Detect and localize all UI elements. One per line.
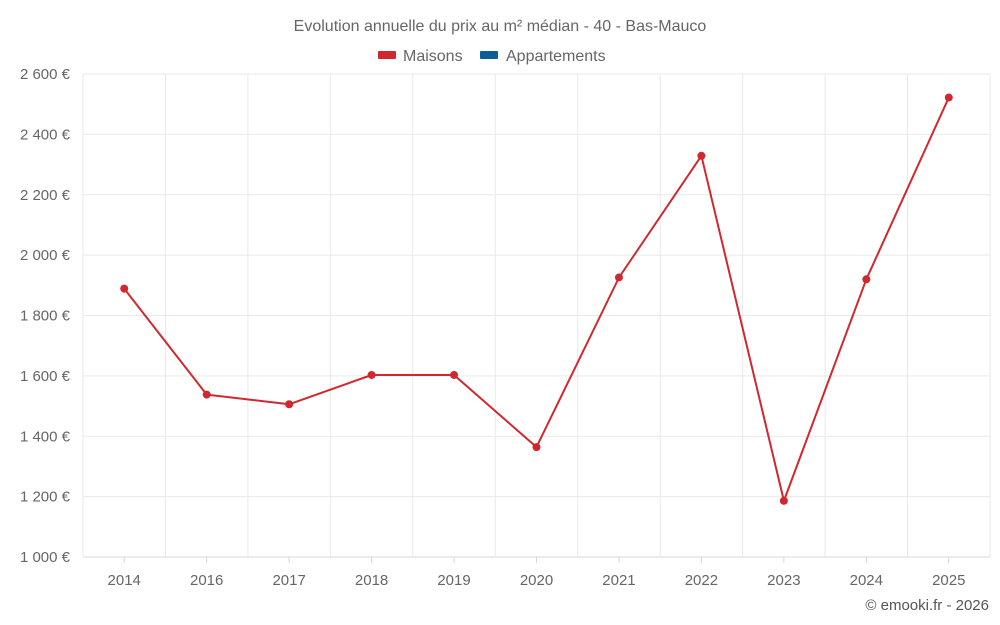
y-tick-label-1600: 1 600 €	[20, 368, 71, 385]
data-point-2014[interactable]	[120, 284, 129, 293]
x-tick-label-2017: 2017	[272, 572, 305, 589]
x-axis-labels: 2014 2016 2017 2018 2019 2020 2021 2022 2023 2024…	[108, 557, 965, 589]
data-point-2023[interactable]	[779, 496, 788, 505]
chart-title: Evolution annuelle du prix au m² médian …	[294, 18, 707, 35]
x-tick-label-2024: 2024	[850, 572, 883, 589]
x-gridlines	[82, 74, 991, 557]
legend-item-appartements[interactable]: Appartements	[480, 48, 606, 65]
x-tick-label-2021: 2021	[602, 572, 635, 589]
y-tick-label-2600: 2 600 €	[20, 66, 71, 83]
y-axis-labels: 1 000 € 1 200 € 1 400 € 1 600 € 1 800 € 2 000…	[20, 66, 71, 566]
y-tick-label-1200: 1 200 €	[20, 489, 71, 506]
y-tick-label-1400: 1 400 €	[20, 428, 71, 445]
legend-swatch-maisons	[378, 51, 396, 59]
data-point-2025[interactable]	[944, 93, 953, 102]
x-tick-label-2025: 2025	[932, 572, 965, 589]
y-tick-label-2400: 2 400 €	[20, 126, 71, 143]
x-tick-label-2018: 2018	[355, 572, 388, 589]
legend-swatch-appartements	[480, 51, 498, 59]
data-point-2016[interactable]	[202, 390, 211, 399]
data-point-2019[interactable]	[450, 370, 459, 379]
y-tick-label-1000: 1 000 €	[20, 549, 71, 566]
y-tick-label-1800: 1 800 €	[20, 308, 71, 325]
y-tick-label-2200: 2 200 €	[20, 187, 71, 204]
x-tick-label-2020: 2020	[520, 572, 553, 589]
legend-label-appartements: Appartements	[506, 48, 606, 65]
data-point-2020[interactable]	[532, 443, 541, 452]
x-tick-label-2016: 2016	[190, 572, 223, 589]
legend-item-maisons[interactable]: Maisons	[378, 48, 463, 65]
legend: Maisons Appartements	[378, 48, 606, 65]
data-point-2022[interactable]	[697, 151, 706, 160]
x-tick-label-2014: 2014	[108, 572, 141, 589]
series-maisons	[120, 93, 953, 505]
data-point-2018[interactable]	[367, 370, 376, 379]
data-point-2024[interactable]	[862, 275, 871, 284]
credit-text: © emooki.fr - 2026	[865, 597, 989, 614]
legend-label-maisons: Maisons	[403, 48, 463, 65]
data-point-2021[interactable]	[614, 273, 623, 282]
x-tick-label-2019: 2019	[437, 572, 470, 589]
x-tick-label-2023: 2023	[767, 572, 800, 589]
data-point-2017[interactable]	[285, 400, 294, 409]
y-tick-label-2000: 2 000 €	[20, 247, 71, 264]
x-tick-label-2022: 2022	[685, 572, 718, 589]
y-gridlines	[83, 73, 990, 558]
